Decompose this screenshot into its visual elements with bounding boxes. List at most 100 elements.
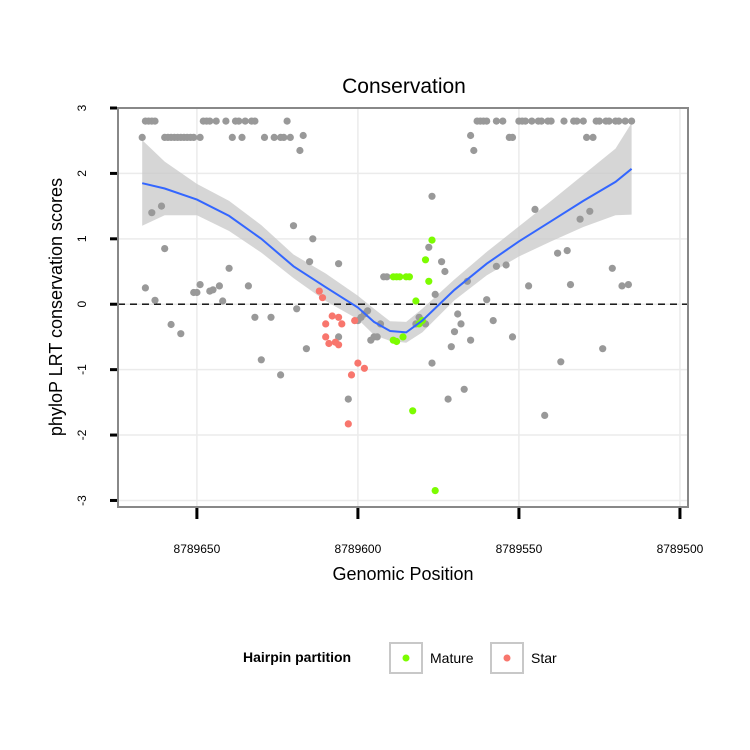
point-other-85 [450, 328, 459, 336]
point-other-73 [383, 273, 391, 281]
point-other-32 [215, 282, 223, 290]
point-other-13 [167, 320, 175, 329]
point-other-123 [573, 117, 581, 125]
point-other-104 [508, 133, 517, 141]
point-star-9 [338, 320, 346, 328]
point-mature-8 [421, 256, 430, 264]
point-mature-9 [425, 277, 433, 285]
point-other-92 [470, 146, 478, 155]
point-other-62 [344, 395, 352, 403]
point-other-57 [299, 131, 307, 140]
point-other-5 [141, 284, 149, 292]
grid-lines [118, 107, 688, 507]
point-other-55 [293, 305, 301, 313]
point-other-79 [428, 192, 436, 200]
point-other-63 [335, 333, 343, 341]
point-other-39 [238, 133, 246, 141]
point-mature-2 [396, 273, 404, 281]
y-tick-label-1: 2 [75, 170, 89, 177]
point-other-140 [628, 117, 636, 125]
legend-label-mature: Mature [430, 650, 474, 666]
legend-title: Hairpin partition [243, 649, 351, 665]
point-other-30 [209, 286, 217, 294]
point-other-138 [621, 117, 629, 125]
smooth-line [141, 168, 633, 334]
point-mature-15 [409, 407, 417, 415]
point-other-59 [306, 258, 314, 266]
plot-panel [117, 107, 689, 508]
legend-dot-star [503, 654, 511, 662]
point-other-7 [151, 296, 159, 304]
point-other-119 [560, 117, 568, 125]
point-other-121 [566, 281, 575, 289]
point-star-10 [344, 420, 352, 428]
point-other-0 [138, 133, 146, 141]
point-other-36 [228, 133, 236, 141]
points-layer [138, 117, 636, 495]
point-other-116 [547, 117, 555, 125]
point-other-58 [302, 345, 310, 353]
point-other-34 [222, 117, 230, 125]
point-star-12 [351, 317, 359, 325]
point-star-8 [335, 313, 343, 321]
point-other-23 [193, 288, 201, 297]
point-other-60 [309, 235, 317, 243]
point-other-40 [241, 117, 249, 125]
point-other-56 [296, 146, 304, 155]
y-tick-label-6: -3 [75, 495, 89, 506]
y-tick-label-5: -2 [75, 429, 89, 440]
point-other-101 [499, 117, 507, 125]
point-mature-4 [405, 273, 413, 281]
point-other-21 [190, 133, 198, 141]
point-other-17 [177, 330, 185, 338]
x-tick-label-0: 8789650 [174, 542, 221, 556]
point-other-52 [283, 117, 291, 125]
y-axis-title: phyloP LRT conservation scores [46, 178, 66, 436]
smooth-line-layer [141, 168, 633, 334]
point-other-91 [467, 336, 475, 344]
point-other-54 [289, 222, 298, 230]
point-other-43 [251, 117, 259, 125]
point-other-127 [586, 207, 594, 215]
point-other-28 [206, 117, 214, 125]
legend: Hairpin partition Mature Star [243, 642, 557, 674]
point-other-111 [531, 205, 539, 213]
point-other-125 [579, 117, 587, 125]
point-other-83 [444, 395, 452, 403]
point-other-118 [557, 358, 565, 366]
point-other-48 [270, 133, 278, 141]
point-other-25 [196, 281, 204, 289]
x-axis-title: Genomic Position [332, 564, 473, 584]
chart-title: Conservation [342, 75, 466, 98]
point-other-24 [196, 133, 204, 141]
point-star-14 [360, 364, 368, 372]
point-other-50 [277, 371, 285, 379]
point-star-5 [328, 312, 336, 320]
point-other-80 [431, 290, 439, 298]
point-other-137 [618, 282, 626, 290]
point-other-38 [235, 117, 243, 125]
y-axis: 3 2 1 0 -1 -2 -3 [75, 104, 117, 506]
point-other-46 [260, 133, 269, 141]
point-other-31 [212, 117, 220, 125]
point-mature-14 [399, 333, 407, 341]
point-other-134 [608, 264, 616, 272]
point-other-53 [286, 133, 294, 141]
point-other-139 [624, 281, 633, 289]
point-star-7 [335, 341, 343, 349]
point-other-6 [148, 209, 156, 217]
point-other-35 [225, 264, 233, 272]
point-other-78 [428, 359, 436, 367]
point-other-98 [489, 317, 497, 325]
point-mature-13 [393, 337, 401, 346]
y-tick-label-3: 0 [75, 301, 89, 308]
point-star-13 [354, 359, 362, 367]
panel-border [117, 107, 689, 508]
point-other-100 [492, 262, 500, 270]
point-other-114 [541, 411, 549, 419]
point-other-97 [483, 296, 491, 304]
legend-dot-mature [402, 654, 410, 662]
point-other-108 [521, 117, 530, 125]
point-star-2 [322, 320, 330, 328]
point-other-124 [576, 215, 584, 223]
